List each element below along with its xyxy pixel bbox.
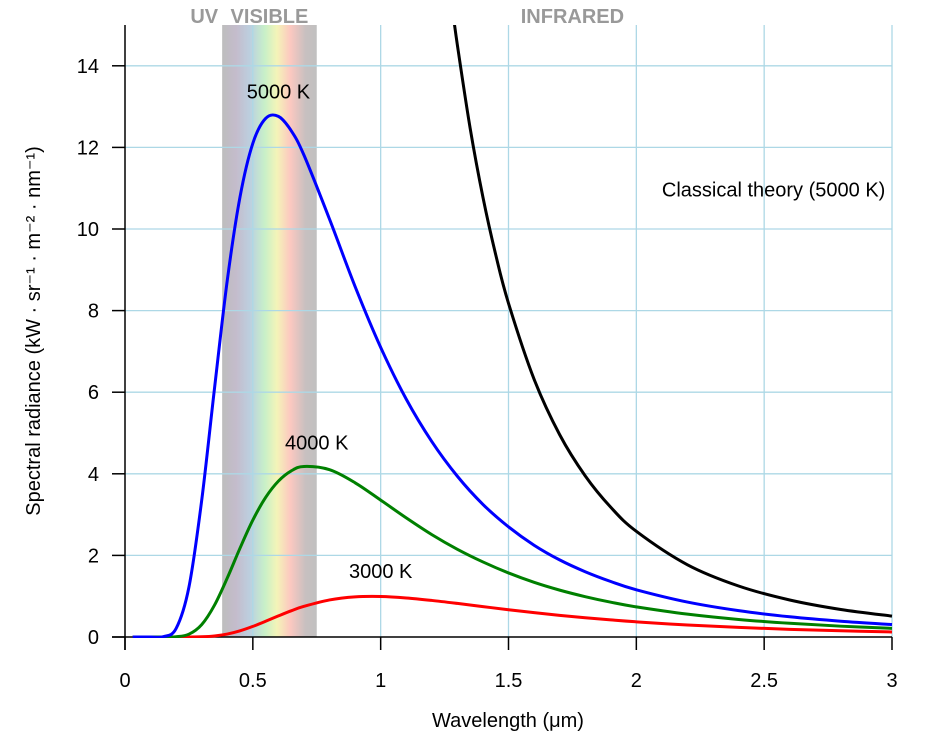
x-tick-label: 0 xyxy=(119,670,130,692)
x-tick-label: 2 xyxy=(631,670,642,692)
series-line-3000-k xyxy=(132,594,893,638)
series-labels: 3000 K 4000 K 5000 K Classical theory (5000… xyxy=(247,81,886,582)
x-axis-title: Wavelength (μm) xyxy=(432,710,584,732)
series-label-classical-theory-5000-k: Classical theory (5000 K) xyxy=(662,179,885,201)
series-line-4000-k xyxy=(132,464,893,638)
x-tick-label: 0.5 xyxy=(239,670,267,692)
x-tick-label: 3 xyxy=(886,670,897,692)
x-tick-label: 1 xyxy=(375,670,386,692)
y-tick-label: 4 xyxy=(88,464,99,486)
grid xyxy=(125,25,893,637)
series-line-classical-theory-5000-k xyxy=(453,25,893,618)
x-tick-label: 2.5 xyxy=(750,670,778,692)
y-tick-label: 2 xyxy=(88,545,99,567)
series-line-5000-k xyxy=(132,113,893,638)
series-label-5000-k: 5000 K xyxy=(247,81,311,103)
y-tick-label: 14 xyxy=(77,56,99,78)
region-label-infrared: INFRARED xyxy=(521,6,624,28)
y-tick-label: 12 xyxy=(77,137,99,159)
series-label-4000-k: 4000 K xyxy=(285,432,349,454)
visible-band xyxy=(222,25,317,637)
x-tick-label: 1.5 xyxy=(495,670,523,692)
curves xyxy=(132,25,893,638)
region-labels: UV VISIBLE INFRARED xyxy=(190,6,624,28)
y-axis-title: Spectral radiance (kW · sr⁻¹ · m⁻² · nm⁻… xyxy=(23,146,45,515)
y-tick-label: 6 xyxy=(88,382,99,404)
region-label-uv: UV xyxy=(190,6,218,28)
y-tick-label: 10 xyxy=(77,219,99,241)
series-label-3000-k: 3000 K xyxy=(349,561,413,583)
y-tick-label: 8 xyxy=(88,301,99,323)
axes: 0 0.5 1 1.5 2 2.5 3 0 2 4 6 8 10 12 14 xyxy=(77,25,898,692)
region-label-visible: VISIBLE xyxy=(231,6,309,28)
y-tick-label: 0 xyxy=(88,627,99,649)
